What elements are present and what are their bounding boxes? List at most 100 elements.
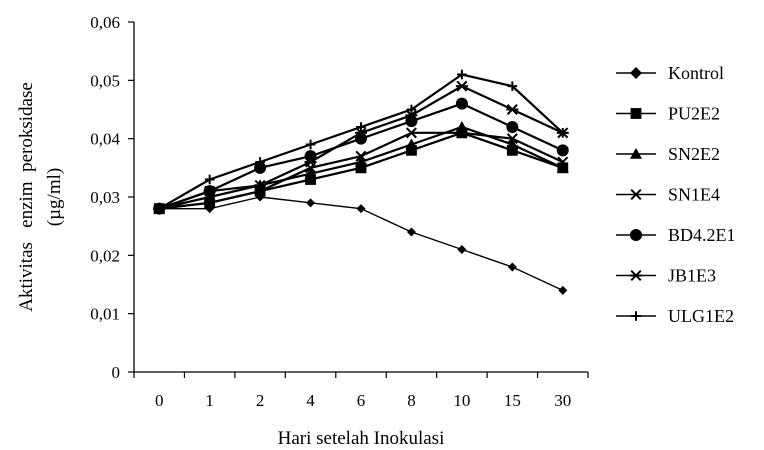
data-point [204,197,216,209]
data-point [405,127,417,139]
legend-swatch-marker [630,269,642,282]
diamond-marker [630,67,642,79]
x-marker [204,197,216,209]
x-marker [405,127,417,139]
legend-label: SN1E4 [668,185,720,205]
x-tick-label: 2 [256,391,265,410]
circle-marker [506,121,519,133]
data-point [305,139,316,150]
y-tick-label: 0,02 [90,246,120,265]
x-marker [355,150,367,162]
data-point [305,174,316,185]
plus-marker [255,157,265,167]
data-point [556,161,569,173]
data-point [355,127,367,139]
triangle-marker [405,138,418,150]
plus-marker [457,69,467,80]
diamond-marker [507,262,517,272]
legend-label: Kontrol [668,63,724,83]
legend-item: JB1E3 [616,266,716,286]
data-point [355,150,367,162]
x-marker-stroke [355,150,367,162]
data-point [506,138,519,150]
data-point [556,144,569,157]
legend-item: Kontrol [616,63,724,83]
y-axis-title-line2: (µg/ml) [44,168,65,226]
plus-marker [557,128,568,138]
legend-swatch-marker [630,229,642,241]
plus-marker [406,104,417,115]
legend-item: SN2E2 [616,144,720,164]
data-point [557,156,569,168]
data-point [506,121,519,133]
y-tick-label: 0,04 [90,130,120,149]
y-axis-title-line1: Aktivitas enzim peroksidase [16,82,37,312]
x-marker [506,133,518,145]
data-point [506,103,519,116]
square-marker [406,144,417,156]
data-point [507,81,518,91]
data-point [356,122,366,132]
series-ulg1e2 [154,69,568,214]
data-point [457,245,467,254]
data-point [355,156,367,167]
x-marker [557,156,569,168]
data-point [406,144,417,156]
square-marker [630,108,642,119]
plus-marker [305,139,316,150]
legend-swatch-marker [630,188,642,201]
star-marker [355,127,367,139]
plus-marker [631,311,641,321]
y-tick-label: 0,05 [90,71,120,90]
data-point [456,127,468,139]
x-tick-label: 15 [504,391,521,410]
data-point [558,285,568,295]
legend-label: JB1E3 [668,266,716,286]
data-point [506,133,518,145]
x-tick-label: 8 [407,391,416,410]
x-marker-stroke [204,197,216,209]
diamond-marker [306,198,316,208]
data-point [355,162,367,174]
circle-marker [630,229,642,241]
data-point [255,157,265,167]
legend-swatch-marker [631,311,641,321]
diamond-marker [406,227,416,237]
series-jb1e3 [153,80,569,215]
data-point [506,144,518,156]
legend-item: PU2E2 [616,104,720,124]
x-ticks: 0 1 2 4 6 8 10 15 30 [133,372,589,410]
triangle-marker [506,138,519,150]
triangle-marker [556,161,569,173]
triangle-marker [630,148,642,159]
diamond-marker [558,285,568,295]
x-marker-stroke [405,127,417,139]
triangle-marker [355,156,367,167]
y-ticks: 0 0,01 0,02 0,03 0,04 0,05 0,06 [90,13,134,382]
plot-area [153,69,569,295]
data-point [304,167,317,179]
star-marker [506,103,519,116]
diamond-marker [356,204,366,214]
star-marker [630,269,642,282]
triangle-marker [304,167,317,179]
plus-marker [154,203,165,214]
data-point [455,80,468,92]
y-axis-title: Aktivitas enzim peroksidase (µg/ml) [16,82,65,312]
data-point [457,69,467,80]
legend-item: ULG1E2 [616,306,734,326]
x-marker-stroke [557,156,569,168]
legend: Kontrol PU2E2 SN2E2 SN1E4 BD4.2E1 JB1E3 ULG1E2 [616,63,736,326]
data-point [406,104,417,115]
data-point [455,97,468,110]
circle-marker [455,97,468,110]
data-point [507,262,517,272]
legend-label: SN2E2 [668,144,720,164]
legend-label: BD4.2E1 [668,225,736,245]
y-tick-label: 0,03 [90,188,120,207]
legend-swatch-marker [630,67,642,79]
data-point [304,156,317,168]
x-axis-title: Hari setelah Inokulasi [278,428,445,449]
